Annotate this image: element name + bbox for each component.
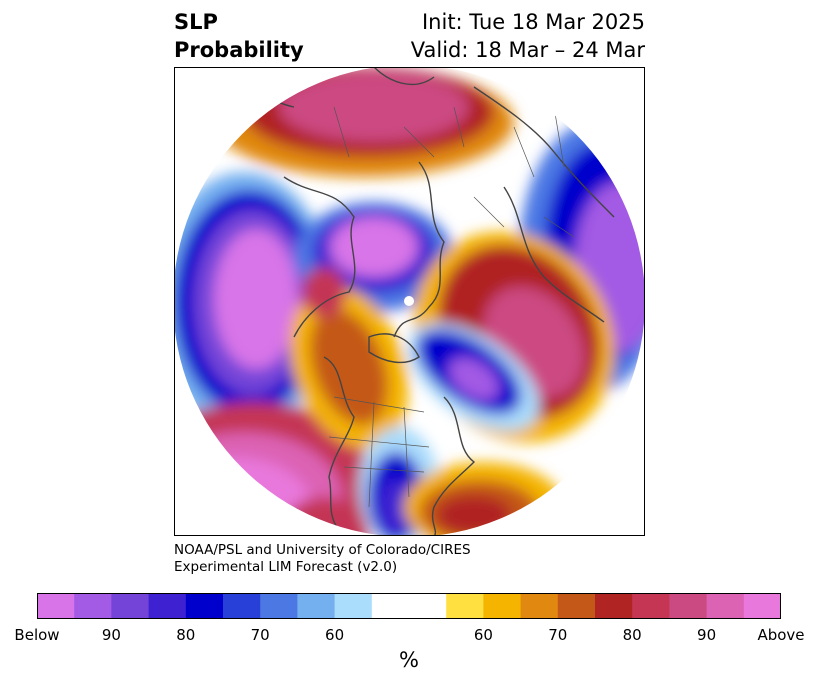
init-date: Init: Tue 18 Mar 2025: [421, 10, 645, 34]
colorbar-tick-label: Below: [14, 626, 60, 644]
colorbar-segment: [334, 593, 373, 619]
colorbar-tick-label: 80: [622, 626, 642, 644]
product-label: Probability: [174, 38, 304, 62]
colorbar-segment: [483, 593, 522, 619]
colorbar-segment: [297, 593, 336, 619]
credit-line-2: Experimental LIM Forecast (v2.0): [174, 559, 398, 575]
colorbar-tick-label: Above: [757, 626, 805, 644]
colorbar-segment: [743, 593, 781, 619]
date-info: Init: Tue 18 Mar 2025 Valid: 18 Mar – 24…: [411, 8, 645, 64]
credit-text: NOAA/PSL and University of Colorado/CIRE…: [174, 542, 471, 576]
colorbar-segment: [595, 593, 633, 619]
colorbar-segment: [632, 593, 670, 619]
colorbar-unit: %: [399, 648, 419, 672]
colorbar-segment: [446, 593, 484, 619]
colorbar-segment: [557, 593, 596, 619]
colorbar-segment: [37, 593, 75, 619]
north-pole-marker: [404, 296, 414, 306]
colorbar-segment: [111, 593, 150, 619]
colorbar-segment: [260, 593, 298, 619]
colorbar-segment: [371, 593, 410, 619]
colorbar-tick-label: 90: [101, 626, 121, 644]
colorbar-segment: [669, 593, 708, 619]
colorbar-segment: [185, 593, 224, 619]
colorbar-border: [37, 593, 781, 619]
variable-label: SLP: [174, 10, 218, 34]
valid-range: Valid: 18 Mar – 24 Mar: [410, 38, 645, 62]
colorbar-segment: [74, 593, 112, 619]
colorbar-tick-label: 90: [697, 626, 717, 644]
borders: [328, 86, 595, 508]
colorbar-segment: [409, 593, 447, 619]
colorbar-segment: [520, 593, 559, 619]
colorbar-segment: [706, 593, 745, 619]
credit-line-1: NOAA/PSL and University of Colorado/CIRE…: [174, 542, 471, 558]
coastlines: [233, 67, 615, 536]
forecast-map: [174, 67, 645, 536]
colorbar-tick-label: 60: [325, 626, 345, 644]
colorbar-tick-label: 70: [548, 626, 568, 644]
colorbar-segment: [223, 593, 261, 619]
colorbar-tick-label: 80: [176, 626, 196, 644]
colorbar-segment: [148, 593, 187, 619]
colorbar: [37, 593, 781, 619]
colorbar-tick-label: 70: [250, 626, 270, 644]
colorbar-tick-label: 60: [473, 626, 493, 644]
plot-title: SLP Probability: [174, 8, 304, 64]
probability-field: [174, 67, 645, 536]
